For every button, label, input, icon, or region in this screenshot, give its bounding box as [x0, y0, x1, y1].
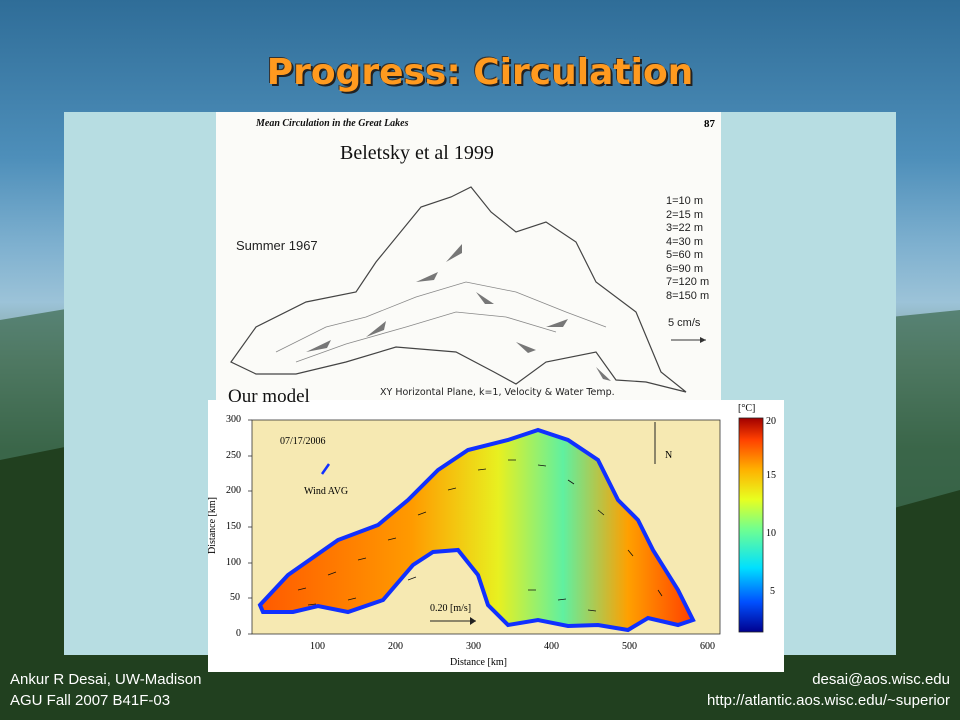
- vector-scale-label: 0.20 [m/s]: [430, 603, 472, 614]
- x-tick: 600: [700, 641, 715, 652]
- colorbar: [738, 417, 764, 633]
- north-label: N: [665, 450, 673, 461]
- colorbar-tick: 15: [766, 470, 776, 481]
- lake-temperature-field: [257, 427, 696, 633]
- velocity-vectors: [297, 459, 663, 612]
- model-figure: XY Horizontal Plane, k=1, Velocity & Wat…: [206, 387, 784, 672]
- depth-legend-item: 7=120 m: [666, 276, 710, 288]
- date-label: 07/17/2006: [280, 436, 326, 447]
- footer-left: Ankur R Desai, UW-Madison AGU Fall 2007 …: [10, 669, 201, 711]
- figure-header: Mean Circulation in the Great Lakes: [256, 118, 409, 129]
- y-tick: 300: [226, 414, 241, 425]
- x-axis-label: Distance [km]: [450, 657, 507, 668]
- x-tick: 300: [466, 641, 481, 652]
- colorbar-tick: 10: [766, 528, 776, 539]
- y-tick: 150: [226, 521, 241, 532]
- lake-superior-sketch: [230, 186, 706, 393]
- citation-label: Beletsky et al 1999: [340, 142, 494, 164]
- depth-legend-item: 6=90 m: [666, 262, 703, 275]
- depth-legend-item: 5=60 m: [666, 249, 703, 261]
- website-label: http://atlantic.aos.wisc.edu/~superior: [706, 692, 950, 709]
- footer-right: desai@aos.wisc.edu http://atlantic.aos.w…: [707, 669, 950, 711]
- colorbar-tick: 20: [766, 416, 776, 427]
- model-plot: [248, 417, 764, 635]
- colorbar-tick: 5: [770, 586, 775, 597]
- slide-title: Progress: Circulation: [266, 52, 694, 93]
- author-label: Ankur R Desai, UW-Madison: [10, 671, 202, 688]
- depth-legend-item: 1=10 m: [666, 195, 703, 207]
- x-tick: 100: [310, 641, 325, 652]
- colorbar-unit: [°C]: [738, 403, 756, 414]
- x-tick: 400: [544, 641, 559, 652]
- y-tick: 0: [236, 628, 241, 639]
- beletsky-figure: Mean Circulation in the Great Lakes 87 B…: [216, 112, 721, 400]
- y-axis-label: Distance [km]: [206, 497, 218, 554]
- page-number: 87: [704, 118, 715, 130]
- y-tick: 50: [230, 592, 240, 603]
- session-label: AGU Fall 2007 B41F-03: [10, 692, 171, 709]
- x-tick: 500: [622, 641, 637, 652]
- email-label: desai@aos.wisc.edu: [812, 671, 950, 688]
- season-label: Summer 1967: [236, 238, 318, 253]
- our-model-label: Our model: [228, 386, 310, 407]
- y-tick: 100: [226, 557, 241, 568]
- x-tick: 200: [388, 641, 403, 652]
- y-tick: 250: [226, 450, 241, 461]
- depth-legend-item: 3=22 m: [666, 222, 703, 234]
- y-tick: 200: [226, 485, 241, 496]
- depth-legend: 1=10 m 2=15 m 3=22 m 4=30 m 5=60 m 6=90 …: [666, 195, 709, 303]
- depth-legend-item: 4=30 m: [666, 235, 703, 248]
- figure-caption: XY Horizontal Plane, k=1, Velocity & Wat…: [380, 387, 615, 398]
- current-scale-label: 5 cm/s: [668, 317, 701, 329]
- wind-label: Wind AVG: [304, 486, 349, 497]
- depth-legend-item: 8=150 m: [666, 289, 710, 302]
- depth-legend-item: 2=15 m: [666, 208, 703, 221]
